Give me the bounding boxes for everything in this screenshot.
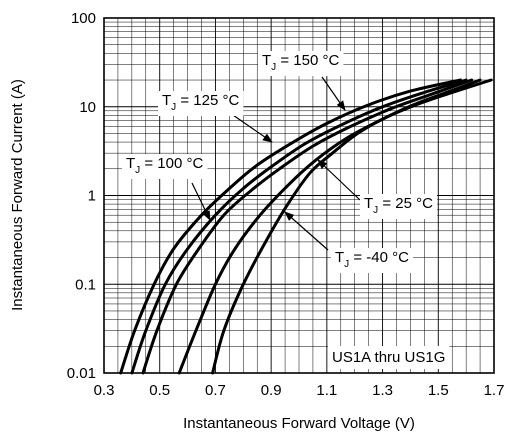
y-tick-label: 100 [71,10,96,27]
series-line-4 [213,80,492,373]
x-tick-label: 0.9 [261,382,282,399]
y-tick-label: 0.1 [75,276,96,293]
y-tick-label: 10 [79,99,96,116]
series-label-arrow [322,77,345,110]
x-axis-title: Instantaneous Forward Voltage (V) [183,415,415,432]
x-tick-label: 1.1 [316,382,337,399]
series-line-0 [121,80,461,373]
x-tick-label: 0.5 [149,382,170,399]
series-label-arrow [318,160,360,200]
x-tick-label: 1.7 [484,382,505,399]
y-tick-label: 1 [88,188,96,205]
x-tick-label: 1.3 [372,382,393,399]
series-label-arrow [230,113,272,142]
y-axis-title: Instantaneous Forward Current (A) [9,79,26,311]
x-tick-label: 1.5 [428,382,449,399]
product-annotation: US1A thru US1G [332,349,445,366]
x-tick-label: 0.3 [94,382,115,399]
series-layer [121,80,492,373]
x-tick-label: 0.7 [205,382,226,399]
y-tick-label: 0.01 [67,365,96,382]
